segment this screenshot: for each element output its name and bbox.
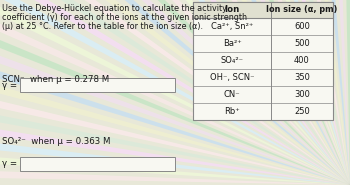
Text: 400: 400 bbox=[294, 56, 310, 65]
Polygon shape bbox=[259, 0, 350, 185]
Text: coefficient (γ) for each of the ions at the given ionic strength: coefficient (γ) for each of the ions at … bbox=[2, 13, 247, 22]
Polygon shape bbox=[0, 64, 350, 185]
Text: 250: 250 bbox=[294, 107, 310, 116]
Text: 350: 350 bbox=[294, 73, 310, 82]
Text: Use the Debye-Hückel equation to calculate the activity: Use the Debye-Hückel equation to calcula… bbox=[2, 4, 227, 13]
Polygon shape bbox=[0, 84, 350, 185]
Bar bbox=[193, 2, 333, 18]
Polygon shape bbox=[52, 0, 350, 185]
Text: Ion: Ion bbox=[224, 6, 240, 14]
Text: (μ) at 25 °C. Refer to the table for the ion size (α).: (μ) at 25 °C. Refer to the table for the… bbox=[2, 22, 203, 31]
Polygon shape bbox=[20, 0, 350, 185]
Polygon shape bbox=[219, 0, 350, 185]
Text: γ =: γ = bbox=[2, 80, 17, 90]
Text: OH⁻, SCN⁻: OH⁻, SCN⁻ bbox=[210, 73, 254, 82]
Text: CN⁻: CN⁻ bbox=[224, 90, 240, 99]
Text: SCN⁻  when μ = 0.278 M: SCN⁻ when μ = 0.278 M bbox=[2, 75, 109, 84]
Polygon shape bbox=[299, 0, 350, 185]
Polygon shape bbox=[0, 5, 350, 185]
Bar bbox=[20, 157, 175, 171]
Polygon shape bbox=[0, 104, 350, 185]
Polygon shape bbox=[279, 0, 350, 185]
Polygon shape bbox=[70, 0, 350, 185]
Text: 600: 600 bbox=[294, 22, 310, 31]
Bar bbox=[20, 78, 175, 92]
Polygon shape bbox=[5, 0, 350, 185]
Text: 300: 300 bbox=[294, 90, 310, 99]
Polygon shape bbox=[87, 0, 350, 185]
Text: SO₄²⁻: SO₄²⁻ bbox=[220, 56, 244, 65]
Polygon shape bbox=[36, 0, 350, 185]
Text: Ion size (α, pm): Ion size (α, pm) bbox=[266, 6, 338, 14]
Text: SO₄²⁻  when μ = 0.363 M: SO₄²⁻ when μ = 0.363 M bbox=[2, 137, 111, 146]
Text: 500: 500 bbox=[294, 39, 310, 48]
Polygon shape bbox=[0, 165, 350, 185]
Polygon shape bbox=[340, 0, 350, 185]
Polygon shape bbox=[320, 0, 350, 185]
Text: Rb⁺: Rb⁺ bbox=[224, 107, 240, 116]
Polygon shape bbox=[0, 44, 350, 185]
Polygon shape bbox=[161, 0, 350, 185]
Polygon shape bbox=[0, 124, 350, 185]
Text: Ca²⁺, Sn²⁺: Ca²⁺, Sn²⁺ bbox=[211, 22, 253, 31]
Polygon shape bbox=[239, 0, 350, 185]
Text: γ =: γ = bbox=[2, 159, 17, 169]
Polygon shape bbox=[123, 0, 350, 185]
Polygon shape bbox=[180, 0, 350, 185]
Polygon shape bbox=[105, 0, 350, 185]
Text: Ba²⁺: Ba²⁺ bbox=[223, 39, 241, 48]
Polygon shape bbox=[0, 24, 350, 185]
Polygon shape bbox=[199, 0, 350, 185]
Polygon shape bbox=[142, 0, 350, 185]
Bar bbox=[193, 2, 333, 120]
Polygon shape bbox=[0, 144, 350, 185]
